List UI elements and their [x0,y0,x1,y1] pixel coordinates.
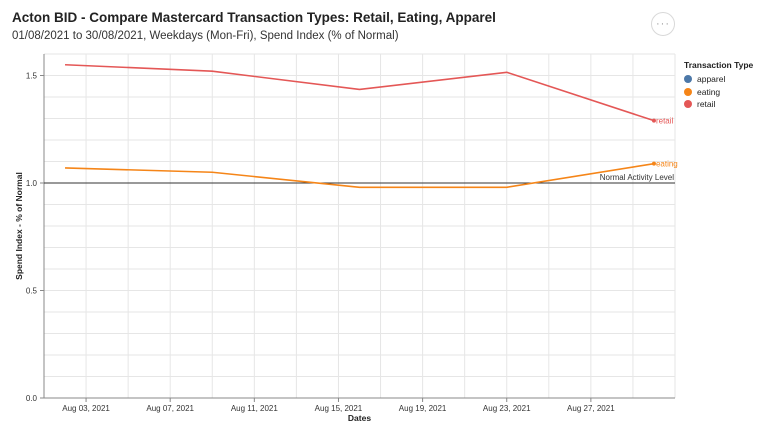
series-line-eating [65,162,655,189]
series-line-retail [64,63,655,122]
more-options-button[interactable]: ··· [651,12,675,36]
x-tick-label: Aug 19, 2021 [399,404,447,413]
y-axis-label: Spend Index - % of Normal [14,172,24,280]
chart-grid [43,53,676,399]
x-tick-label: Aug 27, 2021 [567,404,615,413]
more-icon: ··· [656,17,670,30]
legend-swatch-eating [684,87,692,96]
legend-swatch-retail [684,100,692,109]
legend-title: Transaction Type [684,60,754,70]
y-tick-label: 0.5 [26,287,38,296]
series-endpoint-eating [651,161,656,166]
y-tick-label: 1.5 [26,72,38,81]
legend-item-apparel[interactable]: apparel [684,73,753,86]
x-tick-label: Aug 11, 2021 [231,404,279,413]
series-group: retail eating [64,63,678,189]
series-end-label-eating: eating [656,160,678,169]
legend-label-eating: eating [697,86,721,97]
chart-axes: 0.0 0.5 1.0 1.5 Aug 03, 2021 Aug 07, 2021 Aug … [14,54,675,423]
x-tick-label: Aug 15, 2021 [315,404,363,413]
chart-subtitle: 01/08/2021 to 30/08/2021, Weekdays (Mon-… [12,30,399,42]
series-end-label-retail: retail [656,117,674,126]
reference-line-label: Normal Activity Level [600,173,674,182]
legend-item-eating[interactable]: eating [684,86,753,99]
series-endpoint-retail [651,118,656,123]
x-axis-label: Dates [348,413,371,423]
legend: Transaction Type apparel eating retail [684,60,753,111]
x-tick-label: Aug 03, 2021 [62,404,110,413]
y-tick-label: 1.0 [26,179,38,188]
legend-item-retail[interactable]: retail [684,98,753,111]
legend-swatch-apparel [684,75,692,84]
reference-line-group: Normal Activity Level [44,173,675,184]
x-tick-label: Aug 07, 2021 [146,404,194,413]
legend-label-apparel: apparel [697,74,726,85]
y-tick-label: 0.0 [26,394,38,403]
x-tick-label: Aug 23, 2021 [483,404,531,413]
legend-label-retail: retail [697,99,716,110]
chart-title: Acton BID - Compare Mastercard Transacti… [12,10,496,25]
